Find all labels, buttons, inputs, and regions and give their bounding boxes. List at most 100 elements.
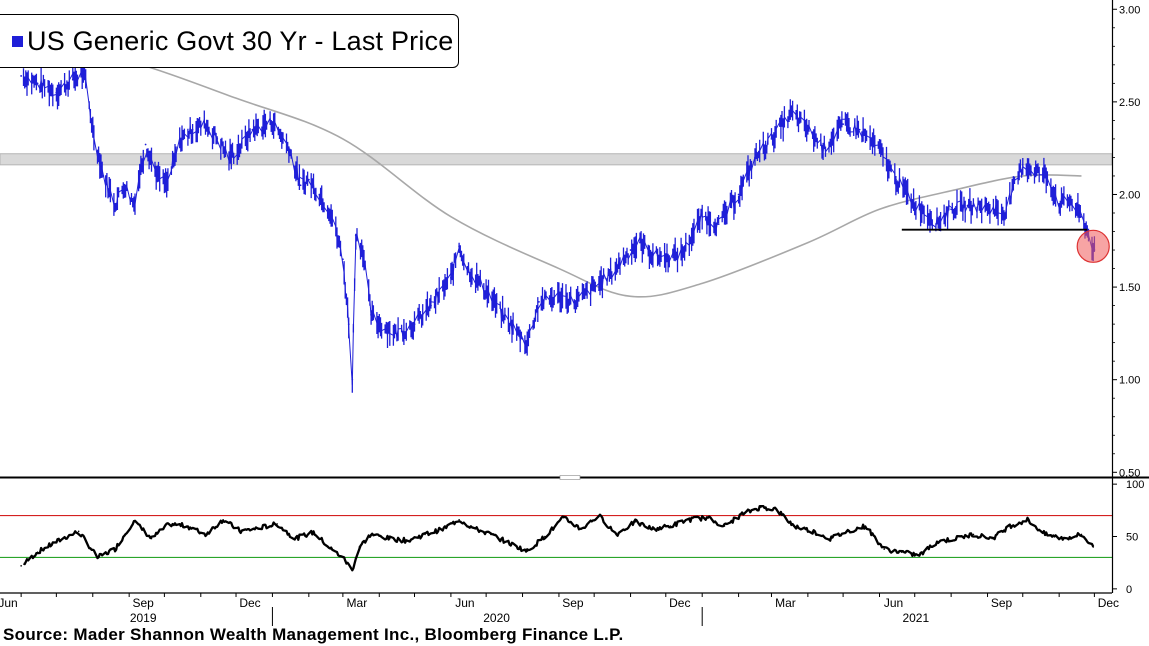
panel-resize-handle	[559, 475, 581, 480]
indicator-point	[472, 527, 475, 529]
price-panel	[0, 36, 1149, 480]
month-tick-label: Jun	[455, 596, 474, 610]
indicator-point	[634, 521, 637, 523]
price-point	[737, 193, 740, 196]
price-point	[228, 156, 230, 159]
indicator-point	[1092, 546, 1095, 548]
indicator-point	[133, 519, 135, 522]
year-label: 2020	[483, 611, 510, 625]
price-point	[271, 121, 274, 124]
legend-label: US Generic Govt 30 Yr - Last Price	[27, 25, 454, 56]
month-tick-label: Mar	[775, 596, 796, 610]
price-point	[664, 256, 667, 259]
price-point	[895, 178, 897, 181]
indicator-point	[936, 540, 938, 543]
price-point	[341, 258, 344, 261]
indicator-point	[1026, 518, 1029, 521]
price-point	[191, 128, 194, 131]
price-point	[936, 221, 938, 224]
price-point	[370, 313, 372, 316]
indicator-point	[424, 533, 426, 536]
price-point	[521, 338, 524, 340]
price-point	[83, 73, 86, 75]
price-point	[71, 78, 74, 81]
price-point	[165, 184, 168, 187]
price-point	[378, 323, 381, 326]
price-point	[629, 249, 632, 251]
time-axis: Jun Sep Dec Mar Jun Sep Dec Mar Jun Sep Dec 2019 202…	[0, 593, 1119, 626]
indicator-point	[687, 518, 689, 521]
indicator-point	[829, 537, 831, 540]
indicator-point	[507, 541, 510, 544]
indicator-point	[792, 525, 795, 527]
price-point	[144, 143, 147, 146]
indicator-point	[723, 525, 726, 527]
indicator-point	[342, 556, 344, 559]
price-point	[204, 123, 207, 125]
month-tick-label: Dec	[1098, 596, 1119, 610]
price-point	[216, 138, 219, 140]
month-tick-label: Jun	[884, 596, 903, 610]
price-tick-label: 2.50	[1119, 97, 1140, 109]
indicator-point	[77, 530, 80, 533]
indicator-point	[775, 508, 777, 511]
indicator-point	[351, 569, 354, 571]
price-point	[1021, 163, 1024, 166]
indicator-point	[490, 533, 492, 536]
month-tick-label: Sep	[132, 596, 154, 610]
price-point	[413, 323, 416, 326]
indicator-tick-label: 0	[1126, 584, 1132, 596]
price-point	[251, 128, 254, 131]
price-point	[986, 206, 989, 209]
indicator-point	[36, 551, 39, 554]
indicator-point	[330, 548, 332, 550]
indicator-point	[1044, 533, 1046, 536]
source-note: Source: Mader Shannon Wealth Management …	[3, 625, 624, 644]
indicator-point	[239, 530, 242, 533]
indicator-panel	[0, 504, 1112, 594]
price-point	[307, 178, 310, 181]
price-line	[23, 67, 1095, 385]
indicator-point	[370, 533, 372, 536]
indicator-point	[991, 537, 994, 540]
price-point	[361, 249, 364, 251]
price-point	[239, 145, 242, 148]
price-point	[639, 241, 641, 244]
price-point	[351, 378, 354, 381]
indicator-point	[96, 556, 99, 559]
indicator-tick-label: 100	[1126, 479, 1144, 491]
indicator-point	[955, 537, 957, 540]
indicator-point	[222, 518, 224, 521]
indicator-point	[458, 518, 460, 521]
price-point	[806, 128, 809, 131]
indicator-point	[972, 533, 975, 536]
indicator-point	[293, 537, 296, 540]
indicator-point	[864, 525, 867, 527]
price-point	[558, 295, 560, 298]
price-point	[593, 286, 596, 288]
legend: US Generic Govt 30 Yr - Last Price	[0, 14, 459, 68]
price-point	[609, 273, 612, 276]
indicator-point	[846, 530, 849, 533]
price-point	[538, 300, 540, 303]
price-point	[878, 149, 881, 151]
price-point	[354, 234, 357, 237]
price-point	[36, 82, 39, 85]
price-point	[318, 193, 321, 196]
price-tick-label: 3.00	[1119, 4, 1140, 16]
indicator-point	[918, 554, 921, 557]
indicator-point	[1009, 525, 1011, 527]
price-point	[717, 223, 720, 226]
indicator-point	[544, 535, 546, 538]
price-point	[330, 212, 333, 214]
price-point	[950, 208, 953, 211]
price-point	[91, 128, 94, 131]
price-point	[458, 245, 461, 248]
price-point	[842, 123, 845, 125]
price-point	[114, 202, 116, 205]
indicator-point	[358, 546, 361, 548]
indicator-point	[615, 533, 618, 536]
month-tick-label: Sep	[991, 596, 1013, 610]
price-point	[123, 184, 126, 187]
